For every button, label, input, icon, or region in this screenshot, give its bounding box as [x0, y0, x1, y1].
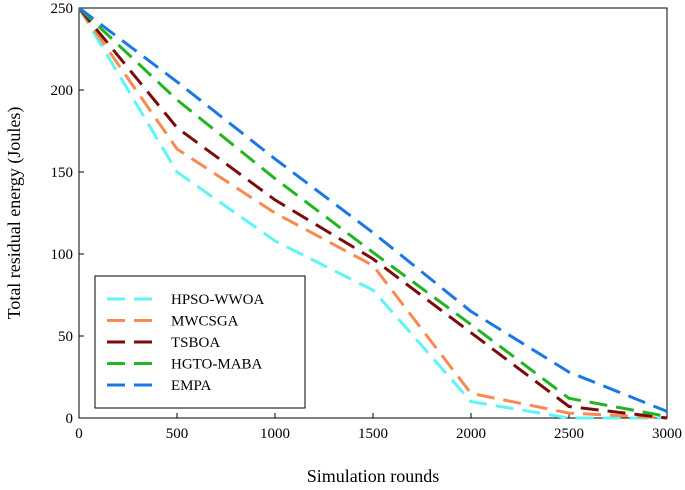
- x-tick-label: 1500: [358, 426, 388, 442]
- series-line-mwcsga: [77, 7, 668, 420]
- x-tick-label: 2500: [554, 426, 584, 442]
- axis-ticks: 0 500 1000 1500 2000 2500 3000 0 50 100 150 200 250: [51, 1, 683, 442]
- legend: HPSO-WWOA MWCSGA TSBOA HGTO-MABA EMPA: [94, 275, 306, 409]
- legend-box: [94, 275, 306, 409]
- series-line-empa: [78, 6, 668, 413]
- legend-label: MWCSGA: [171, 314, 239, 330]
- y-tick-label: 0: [66, 411, 74, 427]
- x-tick-label: 3000: [652, 426, 682, 442]
- series-lines: [77, 6, 668, 420]
- y-tick-label: 250: [51, 1, 74, 17]
- y-axis-title: Total residual energy (Joules): [4, 107, 25, 320]
- legend-label: TSBOA: [171, 335, 220, 351]
- legend-label: HGTO-MABA: [171, 357, 263, 373]
- series-line-hpso-wwoa: [77, 7, 667, 420]
- x-tick-label: 0: [75, 426, 83, 442]
- legend-label: HPSO-WWOA: [171, 292, 264, 308]
- y-tick-label: 50: [58, 329, 73, 345]
- x-tick-label: 2000: [456, 426, 486, 442]
- y-tick-label: 100: [51, 247, 74, 263]
- x-tick-label: 500: [166, 426, 189, 442]
- x-tick-label: 1000: [260, 426, 290, 442]
- y-tick-label: 150: [51, 165, 74, 181]
- legend-label: EMPA: [171, 378, 211, 394]
- series-line-tsboa: [77, 7, 668, 420]
- x-axis-title: Simulation rounds: [307, 466, 440, 486]
- series-line-hgto-maba: [77, 6, 668, 418]
- y-tick-label: 200: [51, 83, 74, 99]
